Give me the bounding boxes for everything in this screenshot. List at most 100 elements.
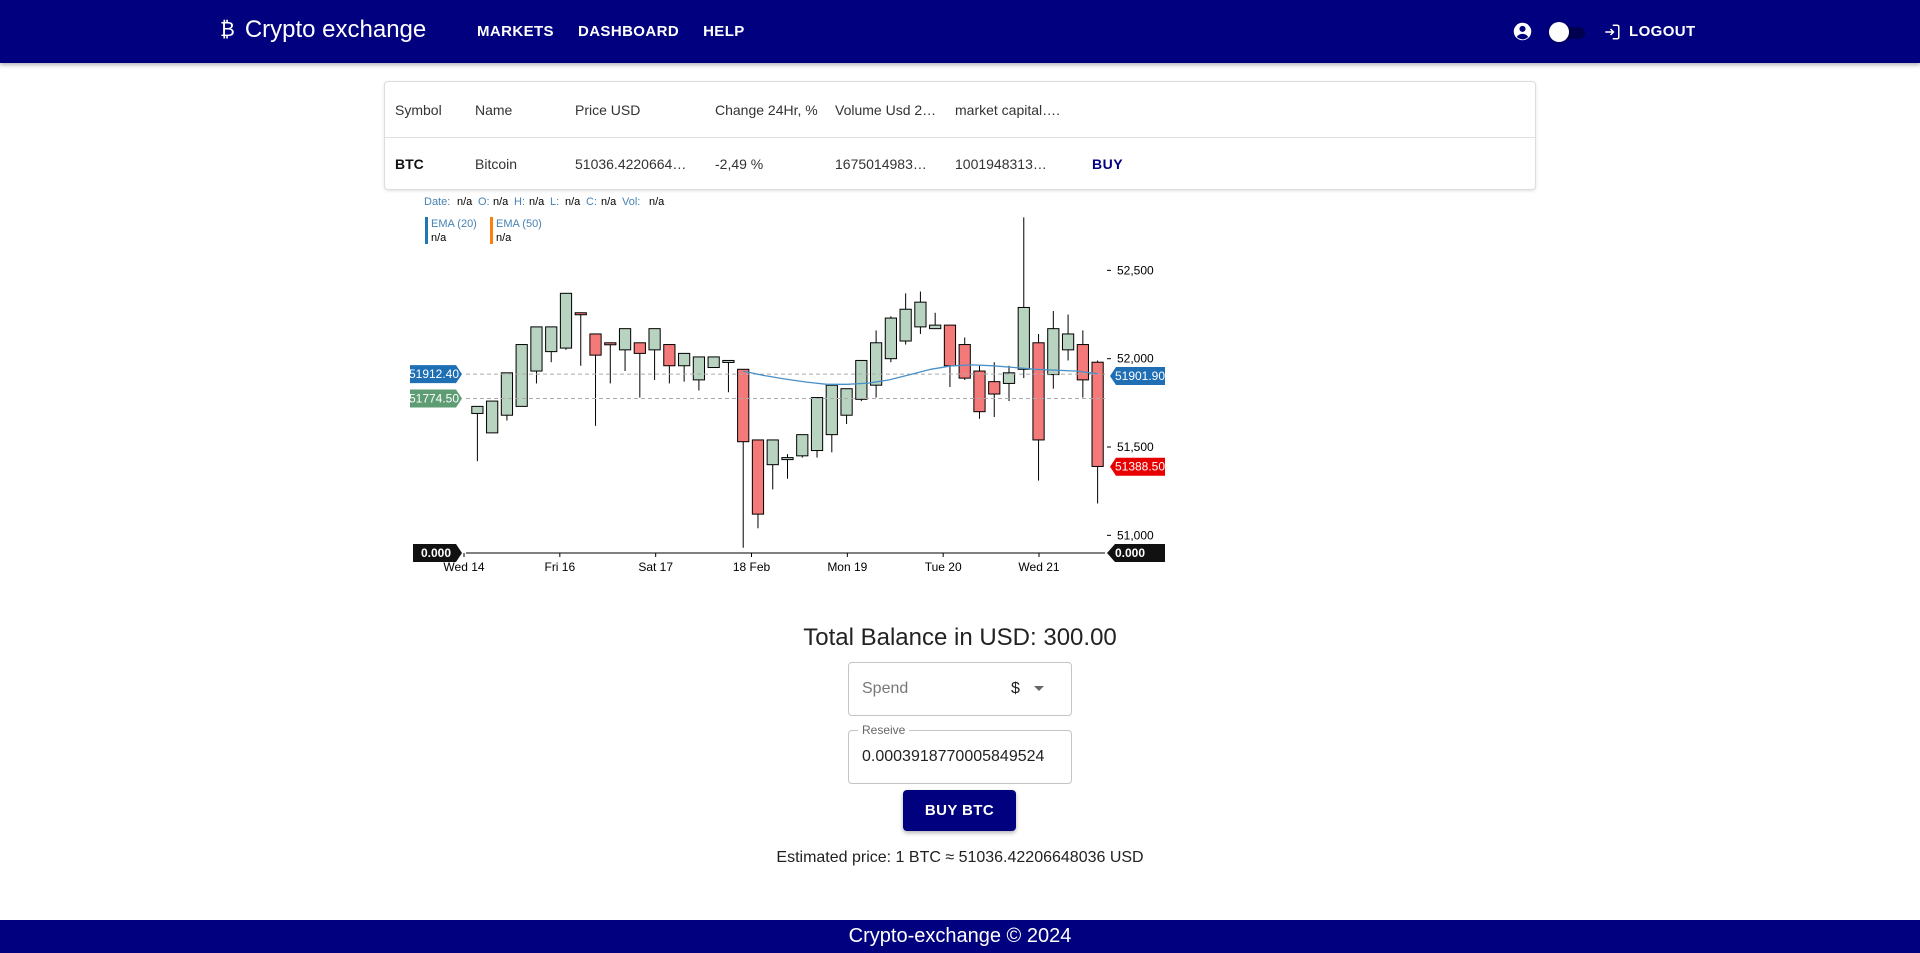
cell-price: 51036.4220664…: [575, 155, 687, 172]
theme-toggle[interactable]: [1549, 21, 1587, 42]
candle-down: [988, 381, 1001, 395]
ema-legend: EMA (20) n/a EMA (50) n/a: [425, 217, 542, 244]
candle-up: [707, 356, 720, 369]
account-circle-icon[interactable]: [1512, 21, 1533, 42]
logout-icon: [1605, 24, 1620, 39]
candle-up: [559, 292, 573, 349]
x-tick-label: Wed 21: [1018, 560, 1059, 574]
cell-name: Bitcoin: [475, 155, 518, 172]
col-price[interactable]: Price USD: [575, 101, 641, 118]
candle-up: [914, 301, 927, 328]
col-market-cap[interactable]: market capital….: [955, 101, 1061, 118]
candle-up: [810, 397, 824, 452]
chart-svg[interactable]: Date: n/a O: n/a H: n/a L: n/a C: n/a Vol: n/a EMA …: [409, 193, 1170, 583]
x-axis: Wed 14 Fri 16 Sat 17 18 Feb Mon 19 Tue 20 Wed …: [443, 552, 1105, 574]
ohlc-tooltip: Date: n/a O: n/a H: n/a L: n/a C: n/a Vol: n/a: [424, 196, 665, 208]
bitcoin-icon: ₿: [220, 18, 235, 41]
nav-markets[interactable]: MARKETS: [477, 23, 554, 40]
total-balance: Total Balance in USD: 300.00: [803, 624, 1117, 651]
chart-overlays: 51912.40 51774.50 0.000 51901.90 51388.50 0.0…: [409, 364, 1165, 562]
left-price-label-top-bg: [410, 365, 462, 384]
ohlc-label: L:: [550, 196, 559, 208]
right-volume-label-bg: [1107, 544, 1165, 562]
brand[interactable]: ₿ Crypto exchange: [220, 16, 426, 44]
x-tick-label: 18 Feb: [733, 560, 771, 574]
chevron-down-icon[interactable]: [1034, 686, 1044, 691]
candle-up: [648, 328, 661, 351]
candle-up: [1002, 372, 1016, 384]
candle-up: [1061, 333, 1075, 351]
table-header-row: Symbol Name Price USD Change 24Hr, % Vol…: [385, 82, 1535, 138]
y-axis: 52,500 52,000 51,500 51,000: [1107, 263, 1154, 542]
candle-up: [486, 400, 499, 434]
candle-up: [500, 372, 514, 416]
ohlc-value: n/a: [529, 196, 545, 208]
candle-down: [663, 344, 676, 367]
candle-up: [796, 434, 809, 457]
col-change[interactable]: Change 24Hr, %: [715, 101, 818, 118]
candle-down: [737, 368, 750, 443]
ema-value: n/a: [496, 232, 512, 244]
ohlc-value: n/a: [601, 196, 617, 208]
ohlc-value: n/a: [493, 196, 509, 208]
app-bar: ₿ Crypto exchange MARKETS DASHBOARD HELP…: [0, 0, 1920, 63]
buy-link[interactable]: BUY: [1092, 155, 1124, 172]
ema-swatch: [490, 217, 493, 244]
currency-select[interactable]: $: [1011, 680, 1020, 697]
nav-dashboard[interactable]: DASHBOARD: [577, 23, 680, 40]
candle-up: [618, 328, 632, 351]
candle-up: [1017, 306, 1030, 370]
ema-value: n/a: [431, 232, 447, 244]
logout-label: LOGOUT: [1629, 23, 1696, 40]
nav-help[interactable]: HELP: [703, 23, 745, 40]
candle-up: [722, 359, 735, 363]
footer: Crypto-exchange © 2024: [0, 920, 1920, 953]
y-tick-label: 51,500: [1117, 440, 1154, 454]
ohlc-value: n/a: [565, 196, 581, 208]
ema-line: [743, 364, 1098, 385]
ohlc-label: O:: [478, 196, 490, 208]
candle-up: [766, 439, 779, 466]
candle-down: [973, 370, 986, 413]
brand-title: Crypto exchange: [244, 16, 427, 43]
spend-input[interactable]: Spend $: [848, 662, 1072, 716]
x-tick-label: Mon 19: [827, 560, 867, 574]
logout-button[interactable]: LOGOUT: [1603, 23, 1696, 41]
x-tick-label: Tue 20: [925, 560, 962, 574]
candle-down: [574, 312, 587, 316]
ohlc-label: Date:: [424, 196, 450, 208]
ohlc-label: Vol:: [622, 196, 640, 208]
candle-up: [840, 388, 853, 416]
ema-swatch: [425, 217, 428, 244]
ohlc-value: n/a: [457, 196, 473, 208]
toggle-thumb: [1549, 21, 1569, 42]
candlestick-chart[interactable]: Date: n/a O: n/a H: n/a L: n/a C: n/a Vol: n/a EMA …: [409, 193, 1170, 588]
receive-label: Reseive: [858, 723, 910, 737]
receive-input[interactable]: Reseive 0.0003918770005849524: [848, 723, 1072, 784]
candle-up: [825, 384, 838, 436]
y-tick-label: 52,000: [1117, 352, 1154, 366]
candle-down: [604, 342, 617, 346]
right-ema-label: 51901.90: [1115, 369, 1165, 383]
ohlc-label: C:: [586, 196, 597, 208]
col-volume[interactable]: Volume Usd 2…: [835, 101, 937, 118]
x-tick-label: Fri 16: [544, 560, 575, 574]
left-price-label-bottom-bg: [410, 389, 462, 408]
candles: [471, 217, 1104, 548]
market-table: Symbol Name Price USD Change 24Hr, % Vol…: [384, 81, 1536, 190]
cell-change: -2,49 %: [715, 155, 764, 172]
y-tick-label: 51,000: [1117, 528, 1154, 542]
left-volume-label-bg: [413, 544, 462, 562]
col-symbol[interactable]: Symbol: [395, 101, 442, 118]
candle-down: [958, 344, 971, 379]
x-tick-label: Sat 17: [638, 560, 673, 574]
col-name[interactable]: Name: [475, 101, 513, 118]
right-last-price-label: 51388.50: [1115, 460, 1165, 474]
header-actions: LOGOUT: [1512, 0, 1696, 63]
candle-up: [855, 359, 868, 400]
cell-volume: 1675014983…: [835, 155, 927, 172]
buy-btc-button[interactable]: BUY BTC: [903, 790, 1016, 831]
candle-up: [884, 317, 897, 360]
x-tick-label: Wed 14: [443, 560, 484, 574]
candle-up: [530, 326, 543, 372]
